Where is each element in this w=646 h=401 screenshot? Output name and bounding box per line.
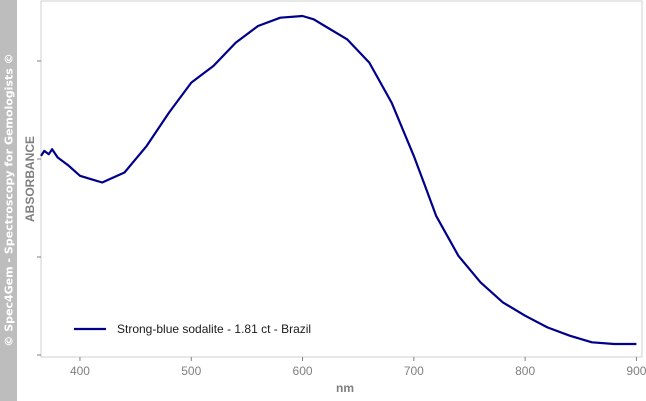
x-tick-label: 900 (626, 364, 646, 378)
series-line-sodalite (40, 14, 637, 346)
x-tick-label: 400 (70, 364, 90, 378)
y-axis-label: ABSORBANCE (23, 136, 37, 222)
x-axis-label: nm (336, 381, 354, 395)
watermark-sidebar: © Spec4Gem - Spectroscopy for Gemologist… (0, 0, 17, 401)
legend: Strong-blue sodalite - 1.81 ct - Brazil (74, 322, 311, 336)
legend-label: Strong-blue sodalite - 1.81 ct - Brazil (117, 322, 311, 336)
y-axis-ticks (37, 60, 41, 356)
x-axis-ticks: 400 500 600 700 800 900 (70, 357, 646, 378)
x-tick-label: 600 (293, 364, 313, 378)
x-tick-label: 700 (404, 364, 424, 378)
x-tick-label: 500 (181, 364, 201, 378)
plot-frame (40, 0, 643, 358)
x-tick-label: 800 (515, 364, 535, 378)
